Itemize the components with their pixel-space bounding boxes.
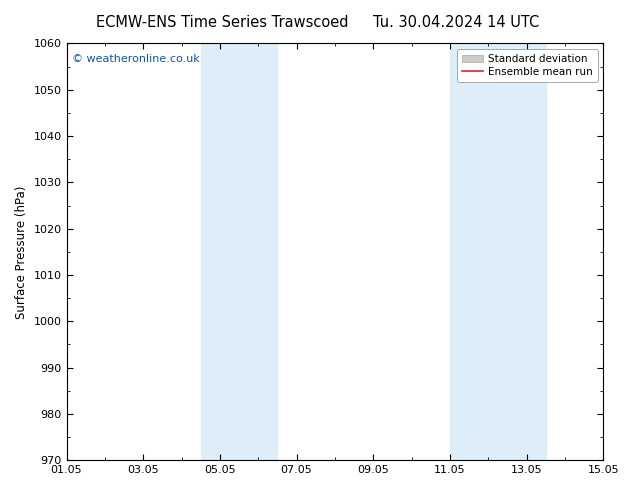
Text: © weatheronline.co.uk: © weatheronline.co.uk [72, 54, 200, 64]
Legend: Standard deviation, Ensemble mean run: Standard deviation, Ensemble mean run [456, 49, 598, 82]
Bar [450, 44, 546, 460]
Text: ECMW-ENS Time Series Trawscoed: ECMW-ENS Time Series Trawscoed [96, 15, 348, 30]
Bar [201, 44, 277, 460]
Y-axis label: Surface Pressure (hPa): Surface Pressure (hPa) [15, 185, 28, 318]
Text: Tu. 30.04.2024 14 UTC: Tu. 30.04.2024 14 UTC [373, 15, 540, 30]
